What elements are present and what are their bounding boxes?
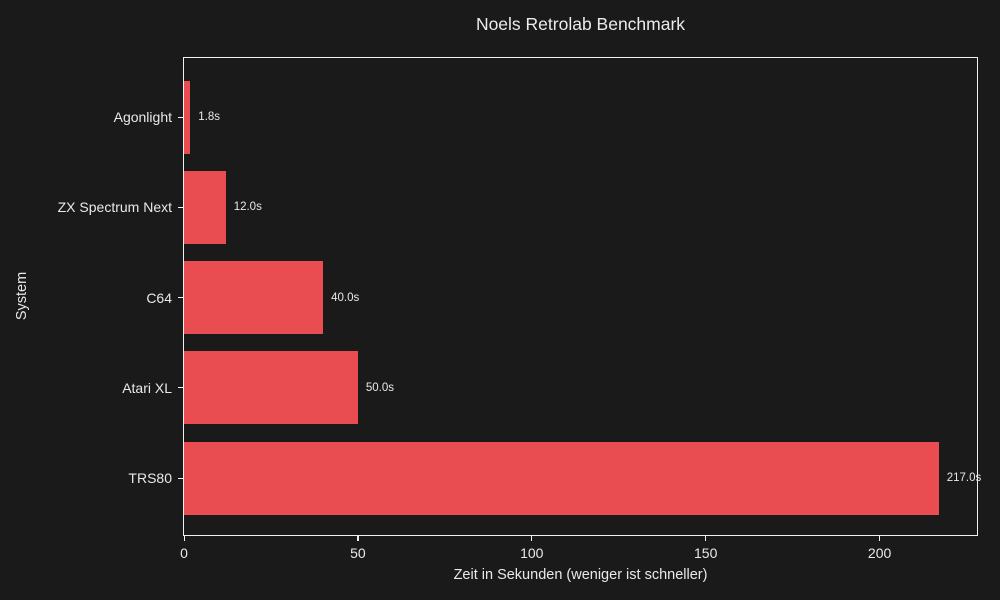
y-tick — [178, 116, 183, 118]
x-tick — [357, 536, 359, 541]
bar-value-label: 217.0s — [946, 472, 982, 484]
x-axis-label: Zeit in Sekunden (weniger ist schneller) — [453, 567, 708, 583]
x-tick-label: 150 — [694, 545, 718, 561]
y-category-label: Agonlight — [113, 109, 172, 125]
y-tick — [178, 206, 183, 208]
y-tick — [178, 477, 183, 479]
y-tick — [178, 297, 183, 299]
x-tick-label: 100 — [520, 545, 544, 561]
x-tick — [531, 536, 533, 541]
bar-value-label: 40.0s — [331, 291, 360, 304]
x-tick-label: 200 — [867, 545, 892, 561]
x-tick — [183, 536, 185, 541]
chart-title: Noels Retrolab Benchmark — [475, 14, 686, 34]
bar-value-label: 1.8s — [198, 111, 221, 123]
bar — [184, 441, 939, 515]
x-tick-label: 0 — [180, 545, 188, 561]
y-tick — [178, 387, 183, 389]
bar — [184, 261, 324, 334]
y-axis-label: System — [14, 271, 30, 321]
y-category-label: TRS80 — [128, 470, 172, 486]
bar-value-label: 12.0s — [233, 201, 262, 214]
y-category-label: C64 — [146, 289, 172, 306]
x-tick — [705, 536, 707, 541]
bar — [184, 80, 191, 154]
y-category-label: ZX Spectrum Next — [57, 199, 172, 216]
bar-value-label: 50.0s — [365, 381, 395, 394]
y-category-label: Atari XL — [122, 379, 172, 396]
x-tick — [879, 536, 881, 541]
bar — [184, 351, 358, 425]
bar — [184, 170, 226, 244]
x-tick-label: 50 — [350, 545, 366, 561]
